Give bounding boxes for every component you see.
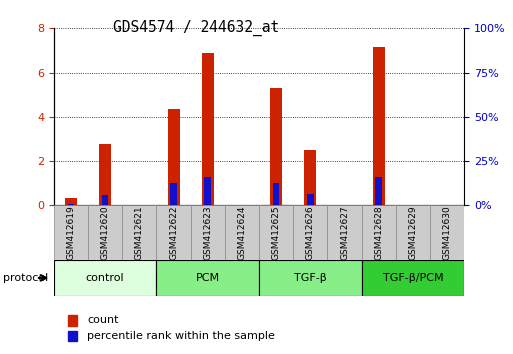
Bar bbox=[304, 150, 317, 205]
Text: GSM412624: GSM412624 bbox=[238, 206, 246, 260]
FancyBboxPatch shape bbox=[191, 205, 225, 260]
Text: GDS4574 / 244632_at: GDS4574 / 244632_at bbox=[113, 19, 279, 36]
FancyBboxPatch shape bbox=[122, 205, 156, 260]
FancyBboxPatch shape bbox=[259, 260, 362, 296]
Bar bbox=[273, 183, 280, 205]
FancyBboxPatch shape bbox=[327, 205, 362, 260]
FancyBboxPatch shape bbox=[293, 205, 327, 260]
Bar bbox=[68, 331, 77, 341]
FancyBboxPatch shape bbox=[156, 260, 259, 296]
FancyBboxPatch shape bbox=[225, 205, 259, 260]
FancyBboxPatch shape bbox=[430, 205, 464, 260]
Bar bbox=[373, 47, 385, 205]
Bar bbox=[168, 109, 180, 205]
Text: GSM412629: GSM412629 bbox=[408, 205, 418, 260]
Text: count: count bbox=[87, 315, 119, 325]
FancyBboxPatch shape bbox=[259, 205, 293, 260]
FancyBboxPatch shape bbox=[88, 205, 122, 260]
Text: control: control bbox=[86, 273, 125, 283]
FancyBboxPatch shape bbox=[54, 205, 88, 260]
Bar bbox=[170, 183, 177, 205]
Text: GSM412628: GSM412628 bbox=[374, 205, 383, 260]
Bar bbox=[99, 144, 111, 205]
Text: TGF-β/PCM: TGF-β/PCM bbox=[383, 273, 443, 283]
Bar bbox=[376, 177, 382, 205]
Bar bbox=[102, 195, 108, 205]
FancyBboxPatch shape bbox=[396, 205, 430, 260]
FancyBboxPatch shape bbox=[54, 260, 156, 296]
Text: percentile rank within the sample: percentile rank within the sample bbox=[87, 331, 275, 341]
Text: protocol: protocol bbox=[3, 273, 48, 283]
Bar bbox=[65, 198, 77, 205]
Bar bbox=[68, 315, 77, 326]
Bar bbox=[307, 194, 313, 205]
FancyBboxPatch shape bbox=[362, 205, 396, 260]
Bar bbox=[270, 88, 282, 205]
Text: GSM412620: GSM412620 bbox=[101, 205, 110, 260]
Bar bbox=[205, 177, 211, 205]
Text: GSM412626: GSM412626 bbox=[306, 205, 315, 260]
Text: TGF-β: TGF-β bbox=[294, 273, 327, 283]
Text: GSM412627: GSM412627 bbox=[340, 205, 349, 260]
Text: GSM412621: GSM412621 bbox=[135, 205, 144, 260]
Text: GSM412625: GSM412625 bbox=[272, 205, 281, 260]
Text: GSM412622: GSM412622 bbox=[169, 206, 178, 260]
FancyBboxPatch shape bbox=[362, 260, 464, 296]
Text: GSM412623: GSM412623 bbox=[203, 205, 212, 260]
Bar bbox=[202, 53, 214, 205]
Text: PCM: PCM bbox=[195, 273, 220, 283]
Text: GSM412619: GSM412619 bbox=[67, 205, 75, 260]
FancyBboxPatch shape bbox=[156, 205, 191, 260]
Text: GSM412630: GSM412630 bbox=[443, 205, 451, 260]
Bar bbox=[68, 204, 74, 205]
